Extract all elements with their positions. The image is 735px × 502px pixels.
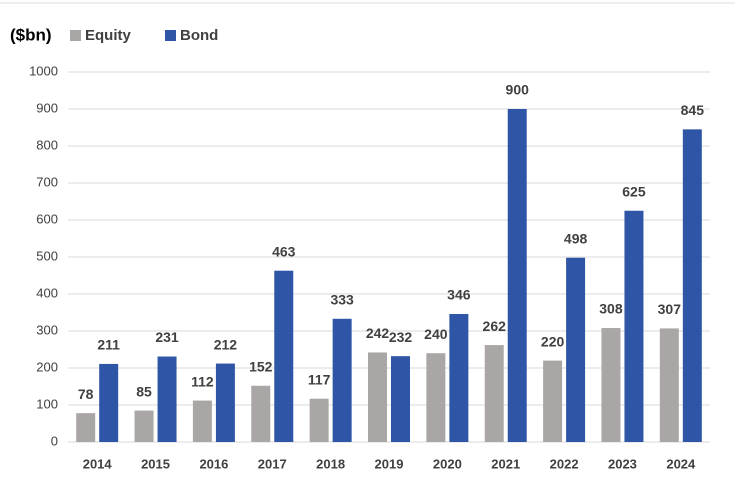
- value-label: 152: [249, 358, 273, 374]
- bar: [659, 328, 679, 442]
- legend-label: Bond: [180, 27, 218, 44]
- bar: [157, 356, 177, 442]
- bar: [251, 385, 271, 442]
- legend-swatch: [165, 30, 176, 41]
- legend-swatch: [70, 30, 81, 41]
- x-tick-label: 2019: [375, 456, 404, 471]
- value-label: 307: [658, 301, 682, 317]
- x-tick-label: 2015: [141, 456, 170, 471]
- x-tick-label: 2023: [608, 456, 637, 471]
- value-label: 900: [506, 82, 530, 98]
- value-label: 333: [330, 291, 354, 307]
- bar: [274, 270, 294, 442]
- legend-label: Equity: [85, 27, 131, 44]
- value-label: 232: [389, 329, 413, 345]
- value-label: 845: [681, 102, 705, 118]
- bar: [507, 109, 527, 442]
- value-label: 78: [78, 386, 94, 402]
- bar: [682, 129, 702, 442]
- value-label: 240: [424, 326, 448, 342]
- y-tick-label: 0: [51, 433, 58, 448]
- x-tick-label: 2017: [258, 456, 287, 471]
- bar: [309, 398, 329, 442]
- bar: [566, 257, 586, 442]
- bar: [215, 363, 235, 442]
- value-label: 220: [541, 333, 565, 349]
- bar: [484, 345, 504, 442]
- x-tick-label: 2022: [550, 456, 579, 471]
- bar: [332, 318, 352, 442]
- y-tick-label: 800: [36, 137, 58, 152]
- bar: [391, 356, 410, 442]
- value-label: 112: [191, 373, 214, 389]
- y-tick-label: 400: [36, 285, 58, 300]
- y-tick-label: 500: [36, 248, 58, 263]
- bar: [601, 328, 621, 442]
- value-label: 625: [622, 183, 646, 199]
- x-tick-label: 2024: [666, 456, 696, 471]
- value-label: 498: [564, 230, 588, 246]
- y-tick-label: 200: [36, 359, 58, 374]
- x-tick-label: 2020: [433, 456, 462, 471]
- value-label: 85: [136, 383, 152, 399]
- value-label: 463: [272, 243, 296, 259]
- y-tick-label: 600: [36, 211, 58, 226]
- value-label: 262: [483, 318, 507, 334]
- value-label: 117: [308, 371, 331, 387]
- y-tick-label: 100: [36, 396, 58, 411]
- value-label: 212: [214, 336, 238, 352]
- bar: [368, 352, 387, 442]
- bar: [449, 313, 469, 442]
- bar: [134, 410, 154, 442]
- x-tick-label: 2016: [199, 456, 228, 471]
- x-tick-label: 2014: [83, 456, 113, 471]
- value-label: 242: [366, 325, 390, 341]
- y-tick-label: 300: [36, 322, 58, 337]
- value-label: 211: [97, 337, 120, 353]
- bar: [624, 210, 644, 442]
- value-label: 308: [599, 301, 623, 317]
- bar: [192, 400, 212, 442]
- value-label: 231: [155, 329, 179, 345]
- chart-title: ($bn): [10, 25, 52, 44]
- y-tick-label: 700: [36, 174, 58, 189]
- value-label: 346: [447, 287, 471, 303]
- bar: [76, 413, 96, 442]
- y-tick-label: 1000: [29, 63, 58, 78]
- x-tick-label: 2018: [316, 456, 345, 471]
- bar: [99, 363, 119, 442]
- y-tick-label: 900: [36, 100, 58, 115]
- x-tick-label: 2021: [491, 456, 520, 471]
- bar: [426, 353, 446, 442]
- bar: [543, 360, 563, 442]
